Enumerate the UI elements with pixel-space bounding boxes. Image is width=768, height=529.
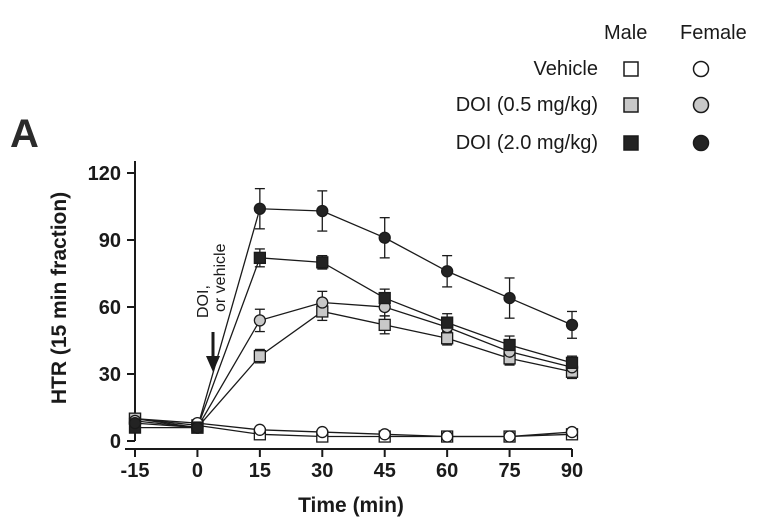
y-tick-label: 60 — [99, 297, 121, 319]
y-tick-label: 90 — [99, 230, 121, 252]
data-point-doi-0-5-mg-kg-male — [440, 332, 454, 345]
legend-label-vehicle: Vehicle — [533, 58, 599, 80]
data-point-doi-2-0-mg-kg-male — [378, 291, 391, 305]
legend: Male Female Vehicle DOI (0.5 mg/kg) DOI … — [0, 0, 768, 170]
x-tick-label: 75 — [498, 460, 520, 482]
legend-label-doi-high: DOI (2.0 mg/kg) — [455, 132, 598, 154]
y-tick-label: 30 — [99, 364, 121, 386]
series-line-doi-2-0-mg-kg-female — [134, 208, 573, 429]
data-point-doi-2-0-mg-kg-male — [253, 251, 267, 265]
annotation-arrow-head — [206, 356, 220, 372]
series-lines — [134, 208, 573, 438]
legend-header-male: Male — [604, 22, 648, 44]
x-tick-label: -15 — [121, 460, 150, 482]
data-point-vehicle-female — [440, 430, 454, 443]
data-point-doi-2-0-mg-kg-male — [440, 316, 454, 329]
y-tick-label: 0 — [110, 431, 121, 453]
legend-label-doi-low: DOI (0.5 mg/kg) — [455, 94, 598, 116]
legend-markers — [623, 60, 710, 152]
panel-label: A — [10, 112, 39, 156]
legend-circle-doi-high — [692, 134, 710, 152]
data-point-doi-2-0-mg-kg-female — [503, 291, 516, 305]
data-point-doi-2-0-mg-kg-female — [128, 416, 142, 430]
data-point-doi-2-0-mg-kg-female — [378, 231, 391, 244]
data-point-doi-2-0-mg-kg-female — [191, 421, 204, 434]
annotation-line1: DOI, — [195, 285, 212, 318]
legend-circle-doi-low — [692, 96, 710, 114]
annotation-line2: or vehicle — [212, 243, 229, 312]
markers — [128, 202, 579, 443]
legend-square-vehicle — [623, 61, 639, 77]
data-point-vehicle-female — [253, 423, 267, 436]
legend-square-doi-low — [623, 97, 639, 113]
x-tick-label: 60 — [436, 460, 458, 482]
legend-square-doi-high — [623, 135, 639, 151]
data-point-doi-2-0-mg-kg-female — [440, 265, 454, 278]
data-point-doi-0-5-mg-kg-male — [253, 349, 267, 363]
x-axis-label: Time (min) — [298, 494, 404, 517]
series-line-doi-2-0-mg-kg-male — [135, 257, 573, 429]
series-line-doi-0-5-mg-kg-female — [134, 301, 573, 429]
data-point-doi-2-0-mg-kg-female — [253, 202, 267, 215]
data-point-doi-2-0-mg-kg-female — [565, 318, 579, 332]
legend-header-female: Female — [680, 22, 747, 44]
x-tick-label: 90 — [561, 460, 583, 482]
series-line-doi-0-5-mg-kg-male — [134, 310, 573, 429]
y-tick-label: 120 — [88, 163, 121, 185]
x-tick-label: 0 — [192, 460, 203, 482]
data-point-doi-2-0-mg-kg-male — [503, 338, 516, 352]
data-point-vehicle-female — [503, 430, 516, 443]
data-point-doi-2-0-mg-kg-female — [316, 204, 329, 218]
dosing-annotation: DOI, or vehicle — [195, 243, 229, 372]
x-tick-label: 30 — [311, 460, 333, 482]
data-point-vehicle-female — [316, 425, 329, 439]
y-axis-label: HTR (15 min fraction) — [48, 192, 71, 404]
legend-circle-vehicle — [692, 60, 710, 78]
data-point-doi-2-0-mg-kg-male — [316, 256, 329, 269]
data-point-vehicle-female — [565, 425, 579, 439]
data-point-doi-0-5-mg-kg-male — [378, 318, 391, 332]
series-line-vehicle-female — [134, 418, 573, 438]
data-point-vehicle-female — [378, 428, 391, 441]
data-point-doi-0-5-mg-kg-female — [316, 296, 329, 309]
x-tick-label: 15 — [249, 460, 271, 482]
data-point-doi-0-5-mg-kg-female — [253, 314, 267, 327]
data-point-doi-2-0-mg-kg-male — [565, 356, 579, 369]
x-tick-label: 45 — [374, 460, 396, 482]
